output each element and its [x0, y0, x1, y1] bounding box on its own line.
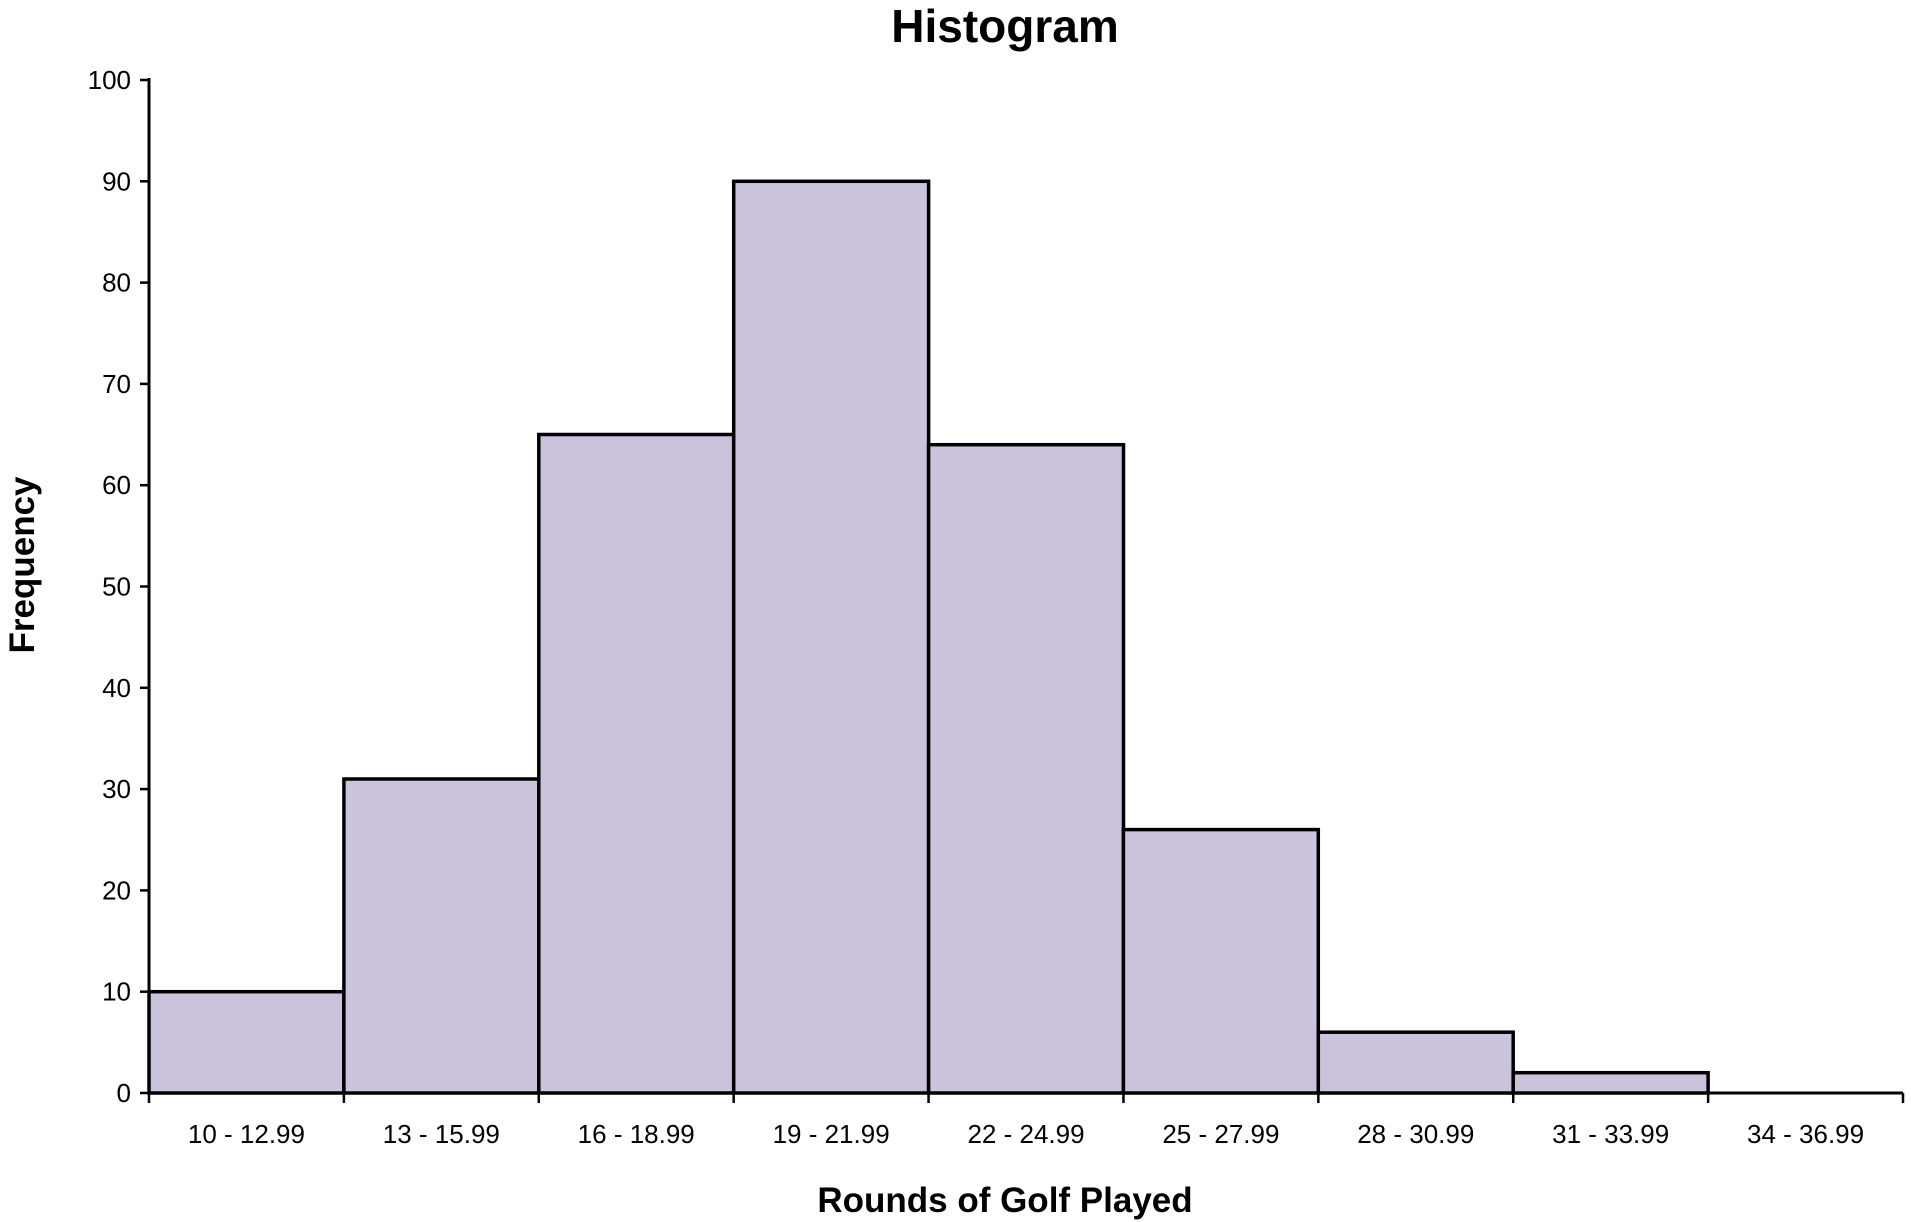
x-tick-label-5: 25 - 27.99: [1162, 1119, 1279, 1149]
x-tick-label-6: 28 - 30.99: [1357, 1119, 1474, 1149]
bar-0: [147, 989, 346, 1095]
bar-5: [1121, 827, 1321, 1095]
x-tick-label-2: 16 - 18.99: [578, 1119, 695, 1149]
x-tick-label-4: 22 - 24.99: [967, 1119, 1084, 1149]
bar-4: [926, 442, 1126, 1095]
y-tick-label-6: 60: [102, 470, 131, 500]
x-axis-ticks: 10 - 12.99 13 - 15.99 16 - 18.99 19 - 21.99…: [147, 1093, 1905, 1149]
y-tick-label-3: 30: [102, 774, 131, 804]
y-tick-label-8: 80: [102, 268, 131, 298]
bars-group: [147, 179, 1710, 1095]
y-tick-label-9: 90: [102, 166, 131, 196]
bar-2: [537, 432, 736, 1095]
x-axis-title: Rounds of Golf Played: [817, 1181, 1192, 1220]
y-tick-label-5: 50: [102, 572, 131, 602]
x-tick-label-3: 19 - 21.99: [773, 1119, 890, 1149]
x-tick-label-7: 31 - 33.99: [1552, 1119, 1669, 1149]
y-tick-label-10: 100: [88, 65, 131, 95]
y-tick-label-0: 0: [117, 1078, 131, 1108]
y-tick-label-1: 10: [102, 977, 131, 1007]
bar-7: [1511, 1070, 1710, 1095]
x-tick-label-1: 13 - 15.99: [383, 1119, 500, 1149]
y-tick-label-2: 20: [102, 875, 131, 905]
x-tick-label-0: 10 - 12.99: [188, 1119, 305, 1149]
chart-title: Histogram: [891, 0, 1118, 52]
y-axis-title: Frequency: [3, 476, 42, 654]
y-tick-label-4: 40: [102, 673, 131, 703]
y-tick-label-7: 70: [102, 369, 131, 399]
y-axis-ticks: 0 10 20 30 40 50 60 70 80 90 100: [88, 65, 149, 1108]
x-tick-label-8: 34 - 36.99: [1747, 1119, 1864, 1149]
bar-3: [731, 179, 931, 1095]
bar-1: [342, 777, 541, 1095]
bar-6: [1316, 1030, 1515, 1095]
